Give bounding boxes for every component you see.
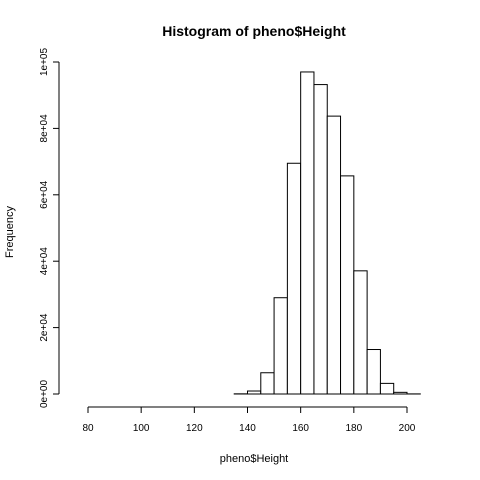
histogram-bar <box>340 175 355 395</box>
bars-group <box>233 71 421 395</box>
x-tick-label: 180 <box>345 423 362 434</box>
x-tick-label: 200 <box>399 423 416 434</box>
x-tick-label: 120 <box>186 423 203 434</box>
y-tick-label: 8e+04 <box>39 114 50 143</box>
x-tick-label: 140 <box>239 423 256 434</box>
histogram-bar <box>393 391 408 395</box>
histogram-bar <box>247 390 262 395</box>
x-axis: 80 100 120 140 160 180 200 <box>82 406 416 434</box>
y-tick-label: 2e+04 <box>39 313 50 342</box>
histogram-bar <box>379 382 395 395</box>
histogram-bar <box>273 297 288 395</box>
histogram-bar <box>260 372 275 395</box>
x-tick-label: 100 <box>133 423 150 434</box>
histogram-bar <box>366 349 381 395</box>
y-axis: 0e+00 2e+04 4e+04 6e+04 8e+04 1e+05 <box>39 48 60 409</box>
y-tick-label: 6e+04 <box>39 180 50 209</box>
x-tick-label: 80 <box>82 423 94 434</box>
y-tick-label: 0e+00 <box>39 380 50 409</box>
y-axis-label: Frequency <box>4 206 16 258</box>
histogram-bar <box>326 115 342 395</box>
chart-title: Histogram of pheno$Height <box>162 23 346 39</box>
histogram-bar <box>313 84 328 395</box>
y-tick-label: 4e+04 <box>39 247 50 276</box>
x-tick-label: 160 <box>292 423 309 434</box>
histogram-bar <box>353 270 368 395</box>
histogram-bar <box>286 162 302 395</box>
y-tick-label: 1e+05 <box>39 48 50 77</box>
x-axis-label: pheno$Height <box>220 453 289 465</box>
histogram-bar <box>300 71 315 395</box>
